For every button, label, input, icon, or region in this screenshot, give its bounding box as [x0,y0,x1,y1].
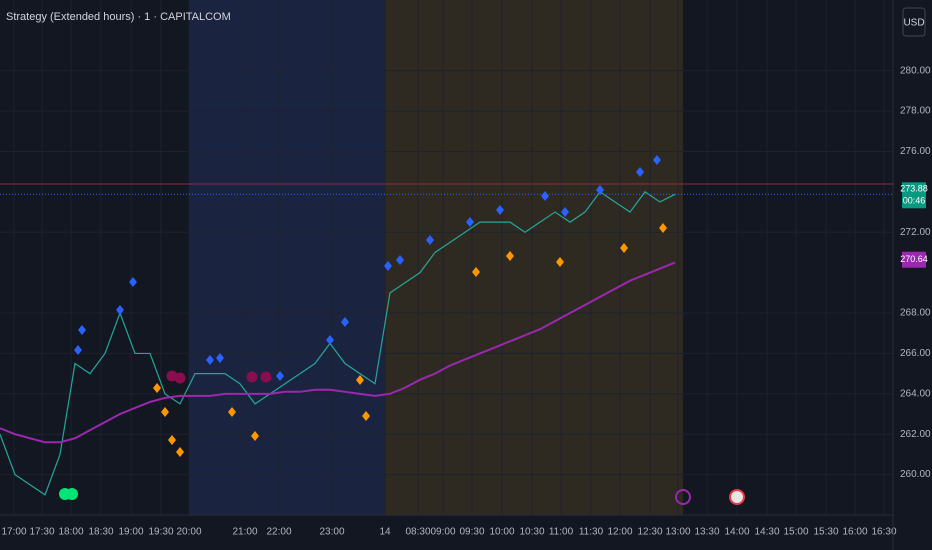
overlay: 273.88 00:46 270.64 [0,182,928,505]
ma-tag [902,251,926,268]
signal-marker [561,207,569,217]
signal-marker [620,243,628,253]
signal-marker [153,383,161,393]
signal-marker [472,267,480,277]
x-tick-label: 16:00 [842,527,867,538]
x-tick-label: 14 [379,527,391,538]
x-tick-label: 10:00 [489,527,514,538]
y-tick-label: 272.00 [900,227,931,238]
series-line [0,261,676,444]
signal-marker [168,435,176,445]
x-tick-label: 21:00 [232,527,257,538]
y-tick-label: 264.00 [900,388,931,399]
signal-dot [260,371,272,383]
chart-title: Strategy (Extended hours) · 1 · CAPITALC… [6,11,231,23]
signal-marker [541,191,549,201]
y-tick-label: 262.00 [900,429,931,440]
x-tick-label: 14:00 [724,527,749,538]
signal-marker [362,411,370,421]
signal-marker [176,447,184,457]
x-tick-label: 18:30 [88,527,113,538]
signal-marker [384,261,392,271]
signal-marker [216,353,224,363]
currency-label: USD [903,18,924,29]
x-tick-label: 09:00 [430,527,455,538]
signal-marker [228,407,236,417]
signal-dot [66,488,78,500]
x-tick-label: 13:30 [694,527,719,538]
signal-marker [466,217,474,227]
y-tick-label: 260.00 [900,469,931,480]
signal-marker [556,257,564,267]
session-band [189,0,385,515]
signal-marker [653,155,661,165]
x-tick-label: 12:00 [607,527,632,538]
signal-marker [251,431,259,441]
x-tick-label: 14:30 [754,527,779,538]
x-tick-label: 17:00 [1,527,26,538]
x-tick-label: 18:00 [58,527,83,538]
series-line [0,191,676,496]
event-icon [729,489,745,505]
signal-marker [116,305,124,315]
signal-marker [206,355,214,365]
x-tick-label: 15:00 [783,527,808,538]
signal-marker [426,235,434,245]
signal-marker [326,335,334,345]
countdown-label: 00:46 [903,196,926,206]
currency-button[interactable] [902,7,926,37]
price-tag-label: 273.88 [900,184,928,194]
y-tick-label: 276.00 [900,146,931,157]
x-tick-label: 19:30 [148,527,173,538]
x-tick-label: 15:30 [813,527,838,538]
signal-marker [636,167,644,177]
x-tick-label: 16:30 [871,527,896,538]
x-tick-label: 11:30 [579,527,604,538]
signal-dot [174,372,186,384]
x-tick-label: 19:00 [118,527,143,538]
y-tick-label: 266.00 [900,348,931,359]
x-tick-label: 22:00 [266,527,291,538]
session-band [385,0,683,515]
signal-marker [659,223,667,233]
event-icon [675,489,691,505]
signal-marker [78,325,86,335]
x-tick-label: 13:00 [665,527,690,538]
x-tick-label: 17:30 [29,527,54,538]
x-tick-label: 08:30 [405,527,430,538]
signal-marker [356,375,364,385]
signal-dot [246,371,258,383]
x-tick-label: 09:30 [459,527,484,538]
x-tick-label: 12:30 [637,527,662,538]
x-tick-label: 11:00 [549,527,574,538]
signal-marker [396,255,404,265]
signal-marker [341,317,349,327]
y-tick-label: 280.00 [900,65,931,76]
signal-marker [506,251,514,261]
y-tick-label: 268.00 [900,308,931,319]
signal-marker [129,277,137,287]
x-tick-label: 20:00 [176,527,201,538]
x-tick-label: 23:00 [319,527,344,538]
grid: 260.00 262.00 264.00 266.00 268.00 272.00 276.… [0,0,931,538]
marks [0,155,676,500]
ma-tag-label: 270.64 [900,254,928,264]
y-tick-label: 278.00 [900,106,931,117]
x-tick-label: 10:30 [519,527,544,538]
signal-marker [161,407,169,417]
price-tag [902,182,926,209]
signal-marker [596,185,604,195]
signal-marker [276,371,284,381]
signal-marker [74,345,82,355]
signal-marker [496,205,504,215]
